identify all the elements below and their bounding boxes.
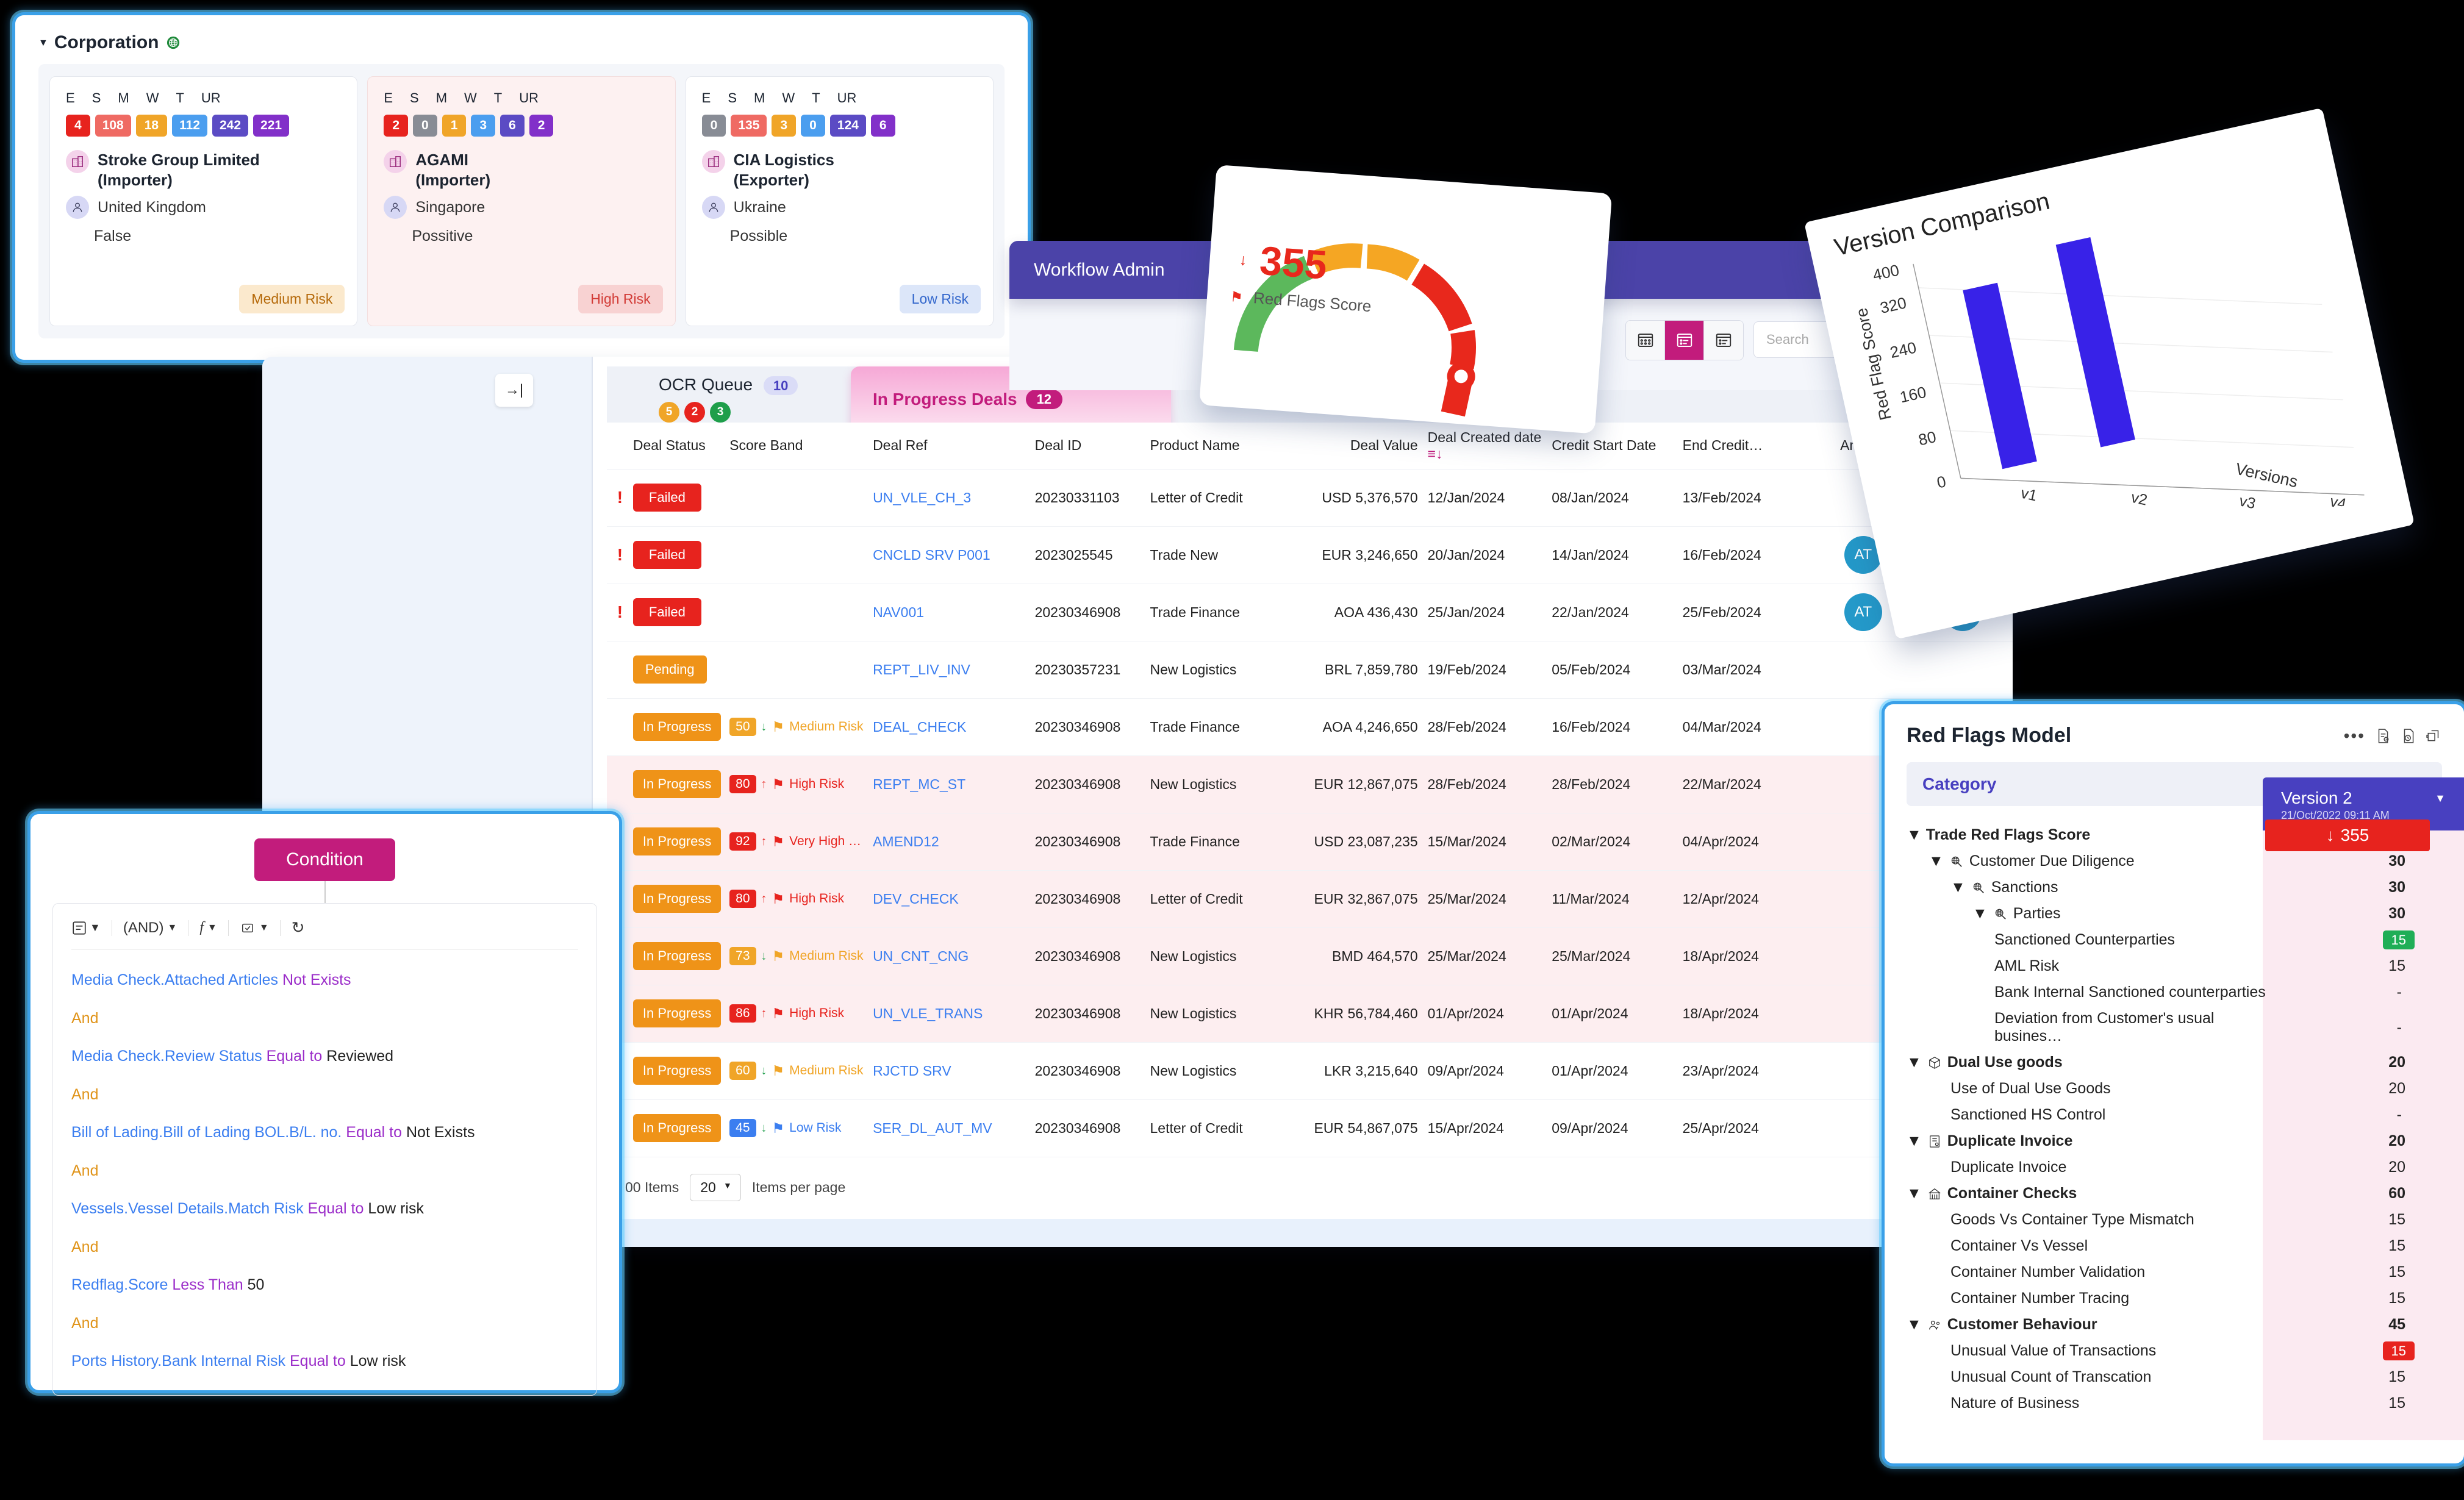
svg-text:240: 240 bbox=[1888, 338, 1918, 362]
svg-text:v1: v1 bbox=[2019, 485, 2039, 505]
svg-text:80: 80 bbox=[1917, 427, 1938, 449]
svg-text:Red Flag Score: Red Flag Score bbox=[1852, 306, 1895, 422]
svg-text:Versions: Versions bbox=[2234, 460, 2300, 491]
svg-text:160: 160 bbox=[1898, 383, 1928, 407]
svg-text:v3: v3 bbox=[2238, 492, 2257, 512]
svg-text:400: 400 bbox=[1871, 261, 1901, 285]
svg-text:0: 0 bbox=[1935, 472, 1948, 491]
svg-text:v4: v4 bbox=[2329, 493, 2348, 513]
svg-text:v2: v2 bbox=[2130, 489, 2149, 509]
svg-text:320: 320 bbox=[1878, 293, 1908, 317]
